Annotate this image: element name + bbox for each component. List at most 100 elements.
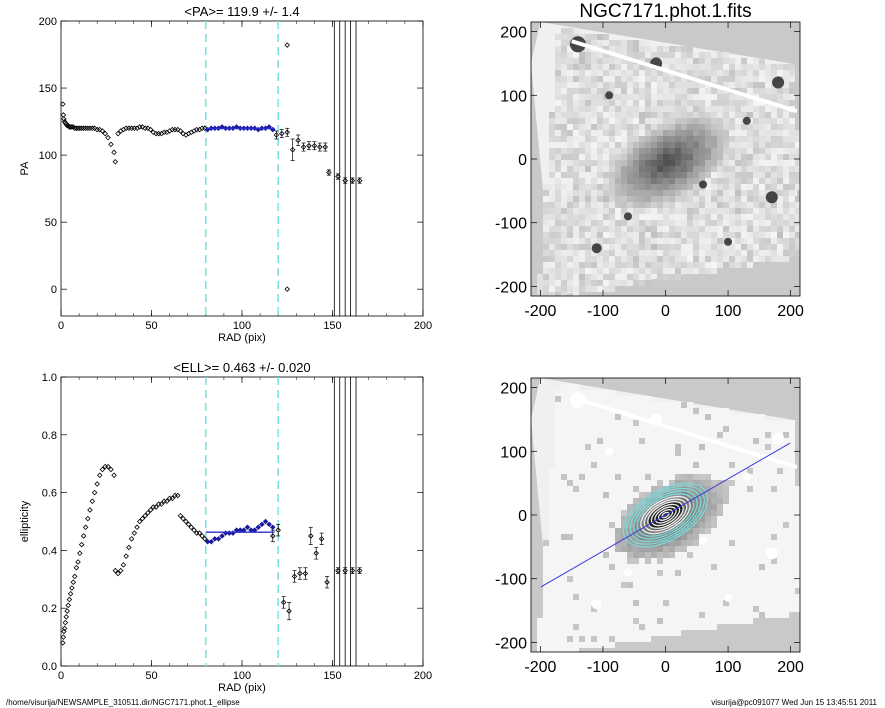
img2-pixel [645, 576, 651, 582]
pa-title: <PA>= 119.9 +/- 1.4 [184, 4, 299, 19]
ell-xtick-label: 150 [323, 670, 341, 682]
img2-pixel [621, 498, 627, 504]
img1-pixel [585, 208, 591, 214]
img1-pixel [621, 190, 627, 196]
img2-pixel [627, 576, 633, 582]
pa-data-point [326, 169, 332, 176]
img2-pixel [597, 540, 603, 546]
img1-pixel [699, 262, 705, 268]
img2-pixel [795, 600, 800, 606]
img2-pixel [765, 534, 771, 540]
img2-pixel [669, 450, 675, 456]
img1-pixel [771, 238, 777, 244]
img1-pixel [705, 118, 711, 124]
img1-pixel [639, 214, 645, 220]
img2-pixel [753, 546, 759, 552]
img1-pixel [657, 220, 663, 226]
img2-pixel [777, 504, 783, 510]
img2-pixel [609, 552, 615, 558]
img1-pixel [609, 58, 615, 64]
img2-pixel [759, 564, 765, 570]
img2-pixel [591, 618, 597, 624]
img1-pixel [669, 160, 675, 166]
img1-pixel [753, 256, 759, 262]
img1-pixel [627, 232, 633, 238]
img2-pixel [639, 408, 645, 414]
img2-pixel [627, 408, 633, 414]
img1-pixel [681, 100, 687, 106]
img1-pixel [675, 274, 681, 280]
img2-pixel [717, 516, 723, 522]
img2-pixel [609, 468, 615, 474]
img1-pixel [693, 238, 699, 244]
img1-pixel [549, 160, 555, 166]
img1-pixel [603, 226, 609, 232]
img1-pixel [729, 58, 735, 64]
img1-pixel [621, 124, 627, 130]
img1-star [623, 212, 632, 221]
img2-pixel [639, 438, 645, 444]
img2-pixel [609, 492, 615, 498]
img2-pixel [603, 558, 609, 564]
img2-pixel [549, 564, 555, 570]
img2-pixel [573, 636, 579, 642]
img1-pixel [663, 190, 669, 196]
img2-pixel [633, 462, 639, 468]
img1-pixel [687, 214, 693, 220]
img1-pixel [627, 244, 633, 250]
img2-pixel [687, 402, 693, 408]
img1-pixel [777, 238, 783, 244]
img2-pixel [765, 438, 771, 444]
img1-pixel [663, 196, 669, 202]
img2-pixel [795, 564, 800, 570]
img1-pixel [597, 238, 603, 244]
img1-pixel [645, 82, 651, 88]
img1-pixel [579, 280, 585, 286]
img2-pixel [777, 486, 783, 492]
img2-pixel [771, 564, 777, 570]
ell-data-point [266, 521, 272, 528]
img2-pixel [567, 474, 573, 480]
img1-pixel [549, 256, 555, 262]
img1-pixel [735, 208, 741, 214]
img2-pixel [699, 618, 705, 624]
img2-pixel [573, 534, 579, 540]
img2-pixel [669, 606, 675, 612]
img2-pixel [651, 630, 657, 636]
img2-pixel [585, 480, 591, 486]
img2-pixel [591, 432, 597, 438]
img1-pixel [729, 214, 735, 220]
img1-pixel [675, 124, 681, 130]
img2-pixel [693, 486, 699, 492]
img2-pixel [723, 438, 729, 444]
img1-pixel [747, 202, 753, 208]
img1-pixel [741, 256, 747, 262]
img2-pixel [609, 510, 615, 516]
img2-pixel [759, 612, 765, 618]
img1-pixel [783, 184, 789, 190]
img1-pixel [735, 166, 741, 172]
img1-pixel [591, 232, 597, 238]
img2-pixel [789, 594, 795, 600]
img2-pixel [681, 408, 687, 414]
ell-data-point [61, 625, 68, 632]
img1-pixel [651, 160, 657, 166]
img1-pixel [633, 244, 639, 250]
img1-pixel [543, 256, 549, 262]
img1-pixel [579, 106, 585, 112]
img2-pixel [621, 546, 627, 552]
img2-pixel [663, 456, 669, 462]
img2-pixel [639, 420, 645, 426]
img1-pixel [615, 82, 621, 88]
img1-pixel [687, 46, 693, 52]
img2-pixel [699, 438, 705, 444]
img1-pixel [663, 250, 669, 256]
img1-pixel [615, 178, 621, 184]
img2-pixel [753, 564, 759, 570]
img1-pixel [747, 64, 753, 70]
ell-data-point [65, 602, 72, 609]
img2-pixel [771, 600, 777, 606]
img1-pixel [675, 232, 681, 238]
img1-pixel [555, 286, 561, 292]
